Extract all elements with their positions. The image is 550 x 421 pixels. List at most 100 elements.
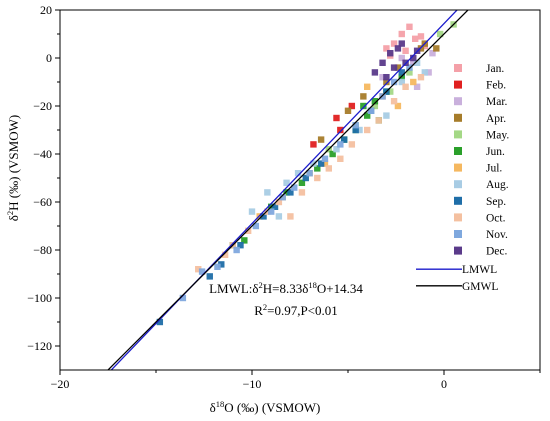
point-aug [275, 213, 283, 220]
annotations: LMWL:δ2H=8.33δ18O+14.34 R2=0.97,P<0.01 [209, 280, 363, 318]
point-oct [417, 74, 425, 81]
point-sep [352, 126, 359, 134]
x-axis-title: δ18O (‰) (VSMOW) [210, 399, 321, 415]
point-aug [294, 170, 302, 177]
point-oct [275, 198, 283, 206]
point-aug [333, 146, 340, 153]
point-jan [398, 30, 405, 38]
point-feb [348, 102, 356, 110]
point-nov [279, 194, 286, 201]
point-sep [218, 261, 225, 268]
y-tick-label: 0 [46, 51, 52, 65]
point-aug [413, 59, 421, 66]
legend-swatch-sep [454, 196, 462, 205]
plot-layer [107, 10, 469, 370]
point-dec [379, 59, 386, 66]
point-aug [398, 78, 405, 86]
x-tick-label: −10 [243, 377, 262, 391]
point-sep [260, 213, 267, 220]
point-nov [321, 155, 329, 162]
point-may [387, 88, 394, 95]
point-feb [333, 114, 340, 122]
line-lmwl [110, 10, 458, 370]
point-apr [317, 136, 325, 143]
y-tick-label: −120 [27, 339, 52, 353]
point-jun [371, 98, 379, 105]
r-squared-label: R2=0.97,P<0.01 [254, 302, 338, 318]
legend-label-jan: Jan. [486, 63, 504, 75]
point-nov [268, 208, 275, 215]
point-oct [221, 251, 229, 258]
point-aug [356, 126, 363, 134]
y-tick-label: −100 [27, 291, 52, 305]
line-gmwl [107, 10, 469, 370]
y-tick-label: −60 [33, 195, 52, 209]
point-nov [352, 122, 359, 129]
point-jul [410, 78, 417, 86]
legend-label-aug: Aug. [486, 179, 509, 191]
y-tick-label: −20 [33, 99, 52, 113]
legend-swatch-aug [454, 180, 462, 189]
point-mar [410, 59, 417, 66]
point-nov [233, 246, 240, 254]
point-jun [364, 112, 371, 119]
y-tick-label: −80 [33, 243, 52, 257]
point-dec [394, 45, 402, 52]
point-aug [383, 112, 390, 119]
plot-frame [59, 9, 541, 371]
point-jun [314, 165, 321, 172]
legend-swatch-jul [454, 163, 462, 172]
x-tick-label: −20 [51, 377, 70, 391]
point-aug [421, 69, 428, 76]
legend: Jan. Feb. Mar. Apr. May. Jun. Jul. Aug. Sep. Oct.… [416, 63, 509, 293]
point-oct [195, 266, 202, 273]
point-nov [406, 64, 413, 71]
point-oct [287, 213, 294, 220]
point-mar [413, 83, 421, 90]
point-jun [398, 74, 405, 81]
legend-swatch-apr [454, 113, 462, 122]
point-nov [291, 184, 298, 191]
point-may [371, 102, 379, 110]
point-nov [367, 107, 375, 114]
legend-label-gmwl: GMWL [462, 281, 498, 293]
x-tick-label: 0 [441, 377, 447, 391]
point-may [436, 30, 444, 38]
point-oct [298, 189, 306, 196]
point-jan [412, 35, 419, 42]
point-apr [394, 64, 402, 71]
point-oct [364, 126, 371, 134]
point-mar [379, 74, 386, 81]
point-oct [314, 174, 321, 182]
point-dec [383, 74, 390, 81]
point-dec [387, 50, 394, 57]
point-sep [302, 174, 309, 182]
legend-label-mar: Mar. [486, 96, 508, 108]
point-sep [237, 242, 244, 249]
legend-swatch-jun [454, 147, 462, 155]
point-nov [379, 93, 386, 100]
point-nov [390, 78, 398, 86]
legend-label-sep: Sep. [486, 196, 506, 208]
point-nov [306, 170, 313, 177]
point-sep [206, 273, 213, 280]
legend-swatch-mar [454, 97, 462, 106]
point-dec [398, 40, 405, 47]
point-sep [287, 189, 294, 196]
point-sep [271, 203, 279, 210]
point-oct [402, 83, 409, 90]
point-jan [406, 23, 413, 30]
y-axis-title: δ2H (‰) (VSMOW) [5, 115, 21, 221]
equation-label: LMWL:δ2H=8.33δ18O+14.34 [209, 280, 363, 296]
point-aug [310, 160, 317, 167]
point-aug [248, 208, 256, 215]
legend-label-jun: Jun. [486, 146, 505, 158]
water-lines [107, 10, 469, 370]
point-jul [321, 160, 329, 167]
point-sep [398, 69, 405, 76]
point-aug [264, 189, 271, 196]
point-oct [325, 165, 332, 172]
point-dec [390, 64, 398, 71]
point-nov [179, 294, 187, 302]
